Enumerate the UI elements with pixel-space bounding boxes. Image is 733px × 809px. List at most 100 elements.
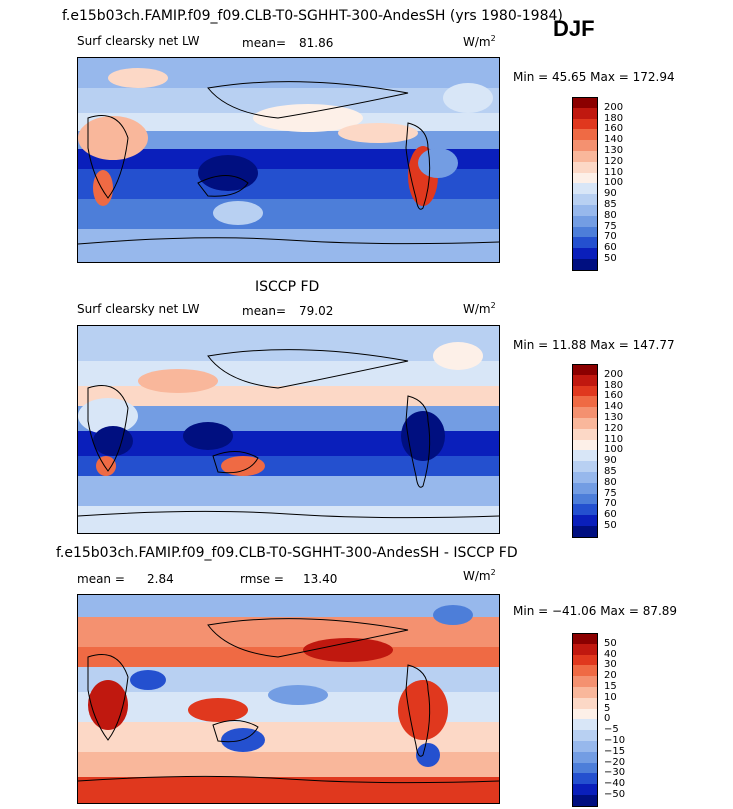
colorbar-swatch	[572, 730, 598, 741]
colorbar-swatch	[572, 741, 598, 752]
panel2-mean-label: mean=	[242, 304, 287, 318]
colorbar-label: −10	[604, 735, 626, 746]
colorbar-swatch	[572, 676, 598, 687]
colorbar-label: 120	[604, 422, 624, 434]
colorbar-swatch	[572, 472, 598, 483]
panel3-mean-value: 2.84	[147, 572, 174, 586]
panel1-variable: Surf clearsky net LW	[77, 34, 200, 48]
panel1-minmax: Min = 45.65 Max = 172.94	[513, 70, 675, 84]
colorbar-swatch	[572, 374, 598, 386]
colorbar-label: 50	[604, 637, 617, 649]
panel3-rmse-value: 13.40	[303, 572, 338, 586]
colorbar-swatch	[572, 719, 598, 731]
panel1-mean-value: 81.86	[299, 36, 334, 50]
colorbar-swatch	[572, 773, 598, 785]
colorbar-swatch	[572, 129, 598, 141]
colorbar-label: 200	[604, 101, 624, 113]
colorbar-label: 90	[604, 455, 617, 467]
colorbar-swatch	[572, 633, 598, 645]
colorbar-swatch	[572, 428, 598, 440]
colorbar-label: −50	[604, 789, 626, 800]
colorbar-swatch	[572, 665, 598, 677]
colorbar-label: 130	[604, 412, 624, 423]
panel3-mean-label: mean =	[77, 572, 125, 586]
colorbar-swatch	[572, 248, 598, 259]
panel2-mean-value: 79.02	[299, 304, 334, 318]
colorbar-label: −15	[604, 745, 626, 757]
colorbar-swatch	[572, 439, 598, 451]
colorbar-label: 110	[604, 166, 624, 178]
colorbar-swatch	[572, 762, 598, 774]
panel1-units: W/m2	[463, 34, 496, 49]
colorbar-swatch	[572, 751, 598, 763]
colorbar-label: 180	[604, 112, 624, 124]
colorbar-label: 20	[604, 670, 617, 682]
panel3-map	[77, 594, 500, 804]
colorbar-label: 50	[604, 253, 617, 264]
colorbar-swatch	[572, 151, 598, 162]
colorbar-swatch	[572, 259, 598, 271]
colorbar-swatch	[572, 526, 598, 538]
model-title: f.e15b03ch.FAMIP.f09_f09.CLB-T0-SGHHT-30…	[62, 8, 563, 24]
panel3-rmse-label: rmse =	[240, 572, 284, 586]
colorbar-label: 75	[604, 487, 617, 499]
colorbar-label: −5	[604, 724, 619, 736]
colorbar-swatch	[572, 407, 598, 418]
colorbar-swatch	[572, 396, 598, 408]
colorbar-label: 50	[604, 520, 617, 531]
colorbar-label: 70	[604, 498, 617, 510]
colorbar-label: 10	[604, 691, 617, 703]
colorbar-label: 75	[604, 220, 617, 232]
colorbar-label: −20	[604, 756, 626, 768]
colorbar-label: 160	[604, 390, 624, 402]
colorbar-swatch	[572, 504, 598, 516]
colorbar-swatch	[572, 708, 598, 720]
colorbar-label: −40	[604, 778, 626, 790]
colorbar-label: 80	[604, 476, 617, 488]
colorbar-label: 110	[604, 433, 624, 445]
colorbar-label: 60	[604, 509, 617, 521]
colorbar-label: 70	[604, 231, 617, 243]
panel2-heading: ISCCP FD	[255, 279, 320, 295]
colorbar-swatch	[572, 194, 598, 205]
colorbar-swatch	[572, 418, 598, 429]
colorbar-swatch	[572, 482, 598, 494]
colorbar-swatch	[572, 461, 598, 472]
panel3-minmax: Min = −41.06 Max = 87.89	[513, 604, 678, 618]
colorbar-label: 140	[604, 401, 624, 413]
colorbar-swatch	[572, 687, 598, 698]
colorbar-swatch	[572, 697, 598, 709]
panel1-mean-label: mean=	[242, 36, 287, 50]
colorbar-label: 200	[604, 368, 624, 380]
colorbar-swatch	[572, 237, 598, 249]
colorbar-label: 160	[604, 123, 624, 135]
colorbar-label: 40	[604, 648, 617, 660]
colorbar-label: 60	[604, 242, 617, 254]
panel3-heading: f.e15b03ch.FAMIP.f09_f09.CLB-T0-SGHHT-30…	[56, 545, 518, 561]
colorbar-swatch	[572, 493, 598, 505]
panel2-units: W/m2	[463, 301, 496, 316]
colorbar-label: 15	[604, 681, 617, 692]
colorbar-swatch	[572, 215, 598, 227]
colorbar-swatch	[572, 795, 598, 807]
colorbar-label: 100	[604, 177, 624, 189]
colorbar-label: 90	[604, 188, 617, 200]
panel2-variable: Surf clearsky net LW	[77, 302, 200, 316]
colorbar-swatch	[572, 161, 598, 173]
colorbar-swatch	[572, 364, 598, 376]
colorbar-swatch	[572, 118, 598, 130]
colorbar-label: 80	[604, 209, 617, 221]
colorbar-swatch	[572, 205, 598, 216]
colorbar-swatch	[572, 97, 598, 109]
panel2-minmax: Min = 11.88 Max = 147.77	[513, 338, 675, 352]
colorbar-swatch	[572, 450, 598, 462]
colorbar-swatch	[572, 643, 598, 655]
colorbar-label: 130	[604, 145, 624, 156]
panel2-map	[77, 325, 500, 534]
panel3-units: W/m2	[463, 568, 496, 583]
colorbar-swatch	[572, 183, 598, 195]
colorbar-label: 85	[604, 199, 617, 210]
colorbar-swatch	[572, 226, 598, 238]
colorbar-swatch	[572, 107, 598, 119]
panel1-map	[77, 57, 500, 263]
